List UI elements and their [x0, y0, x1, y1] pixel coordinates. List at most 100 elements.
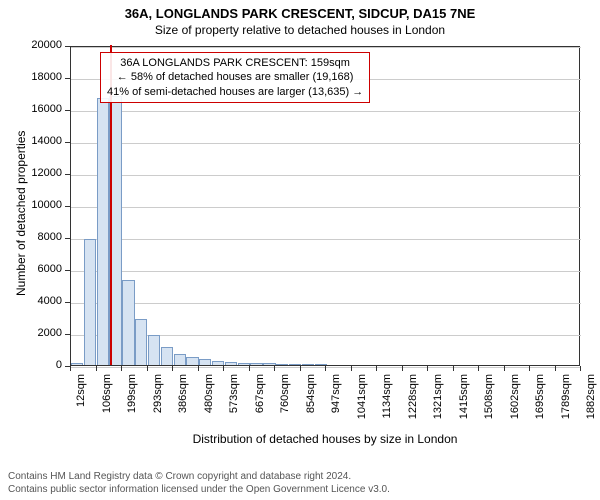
y-tick-mark [65, 142, 70, 143]
x-tick-mark [504, 366, 505, 371]
y-gridline [71, 111, 581, 112]
x-tick-label: 760sqm [279, 374, 291, 429]
x-tick-label: 573sqm [228, 374, 240, 429]
x-tick-label: 1508sqm [483, 374, 495, 429]
y-tick-label: 18000 [0, 71, 62, 83]
annotation-line1: 36A LONGLANDS PARK CRESCENT: 159sqm [107, 56, 363, 70]
x-tick-mark [96, 366, 97, 371]
x-tick-mark [529, 366, 530, 371]
x-tick-mark [351, 366, 352, 371]
x-tick-mark [147, 366, 148, 371]
histogram-bar [238, 363, 250, 365]
y-tick-label: 8000 [0, 231, 62, 243]
x-tick-label: 1789sqm [560, 374, 572, 429]
x-tick-label: 386sqm [177, 374, 189, 429]
x-tick-label: 1228sqm [407, 374, 419, 429]
x-tick-label: 1602sqm [509, 374, 521, 429]
y-tick-label: 2000 [0, 327, 62, 339]
y-tick-mark [65, 110, 70, 111]
x-tick-mark [121, 366, 122, 371]
x-tick-label: 1321sqm [432, 374, 444, 429]
y-tick-mark [65, 302, 70, 303]
x-tick-label: 480sqm [203, 374, 215, 429]
histogram-bar [97, 98, 109, 365]
x-tick-label: 854sqm [305, 374, 317, 429]
y-tick-label: 0 [0, 359, 62, 371]
x-axis-label: Distribution of detached houses by size … [70, 432, 580, 446]
x-tick-mark [402, 366, 403, 371]
footer-line1: Contains HM Land Registry data © Crown c… [8, 470, 390, 483]
histogram-bar [212, 361, 224, 365]
footer: Contains HM Land Registry data © Crown c… [8, 470, 390, 496]
title-sub: Size of property relative to detached ho… [0, 21, 600, 37]
y-tick-mark [65, 334, 70, 335]
annotation-box: 36A LONGLANDS PARK CRESCENT: 159sqm ← 58… [100, 52, 370, 103]
x-tick-mark [223, 366, 224, 371]
x-tick-mark [198, 366, 199, 371]
x-tick-label: 1415sqm [458, 374, 470, 429]
chart-container: 36A, LONGLANDS PARK CRESCENT, SIDCUP, DA… [0, 0, 600, 500]
histogram-bar [84, 239, 96, 365]
x-tick-mark [453, 366, 454, 371]
y-gridline [71, 303, 581, 304]
x-tick-label: 667sqm [254, 374, 266, 429]
x-tick-label: 1695sqm [534, 374, 546, 429]
annotation-line2: ← 58% of detached houses are smaller (19… [107, 70, 363, 84]
y-tick-label: 10000 [0, 199, 62, 211]
histogram-bar [315, 364, 327, 365]
y-gridline [71, 143, 581, 144]
y-tick-mark [65, 270, 70, 271]
x-tick-label: 293sqm [152, 374, 164, 429]
x-tick-mark [274, 366, 275, 371]
title-main: 36A, LONGLANDS PARK CRESCENT, SIDCUP, DA… [0, 0, 600, 21]
x-tick-mark [325, 366, 326, 371]
x-tick-mark [249, 366, 250, 371]
x-tick-label: 1134sqm [381, 374, 393, 429]
histogram-bar [276, 364, 288, 365]
y-tick-label: 4000 [0, 295, 62, 307]
histogram-bar [225, 362, 237, 365]
histogram-bar [289, 364, 301, 365]
y-gridline [71, 271, 581, 272]
y-tick-label: 20000 [0, 39, 62, 51]
y-gridline [71, 47, 581, 48]
histogram-bar [250, 363, 262, 365]
x-tick-mark [427, 366, 428, 371]
y-tick-mark [65, 174, 70, 175]
x-tick-label: 947sqm [330, 374, 342, 429]
y-tick-mark [65, 46, 70, 47]
annotation-line3: 41% of semi-detached houses are larger (… [107, 85, 363, 99]
histogram-bar [161, 347, 173, 365]
histogram-bar [135, 319, 147, 365]
y-tick-mark [65, 206, 70, 207]
y-gridline [71, 207, 581, 208]
y-tick-label: 6000 [0, 263, 62, 275]
y-tick-mark [65, 78, 70, 79]
y-gridline [71, 239, 581, 240]
y-tick-mark [65, 238, 70, 239]
histogram-bar [186, 357, 198, 365]
x-tick-label: 199sqm [126, 374, 138, 429]
x-tick-mark [555, 366, 556, 371]
histogram-bar [148, 335, 160, 365]
x-tick-label: 1882sqm [585, 374, 597, 429]
histogram-bar [302, 364, 314, 365]
histogram-bar [263, 363, 275, 365]
x-tick-mark [580, 366, 581, 371]
y-tick-label: 12000 [0, 167, 62, 179]
x-tick-label: 1041sqm [356, 374, 368, 429]
histogram-bar [174, 354, 186, 365]
x-tick-mark [376, 366, 377, 371]
histogram-bar [199, 359, 211, 365]
histogram-bar [122, 280, 134, 365]
x-tick-mark [70, 366, 71, 371]
y-tick-label: 14000 [0, 135, 62, 147]
y-gridline [71, 175, 581, 176]
x-tick-mark [300, 366, 301, 371]
y-tick-label: 16000 [0, 103, 62, 115]
x-tick-mark [172, 366, 173, 371]
x-tick-label: 106sqm [101, 374, 113, 429]
x-tick-label: 12sqm [75, 374, 87, 429]
x-tick-mark [478, 366, 479, 371]
footer-line2: Contains public sector information licen… [8, 483, 390, 496]
